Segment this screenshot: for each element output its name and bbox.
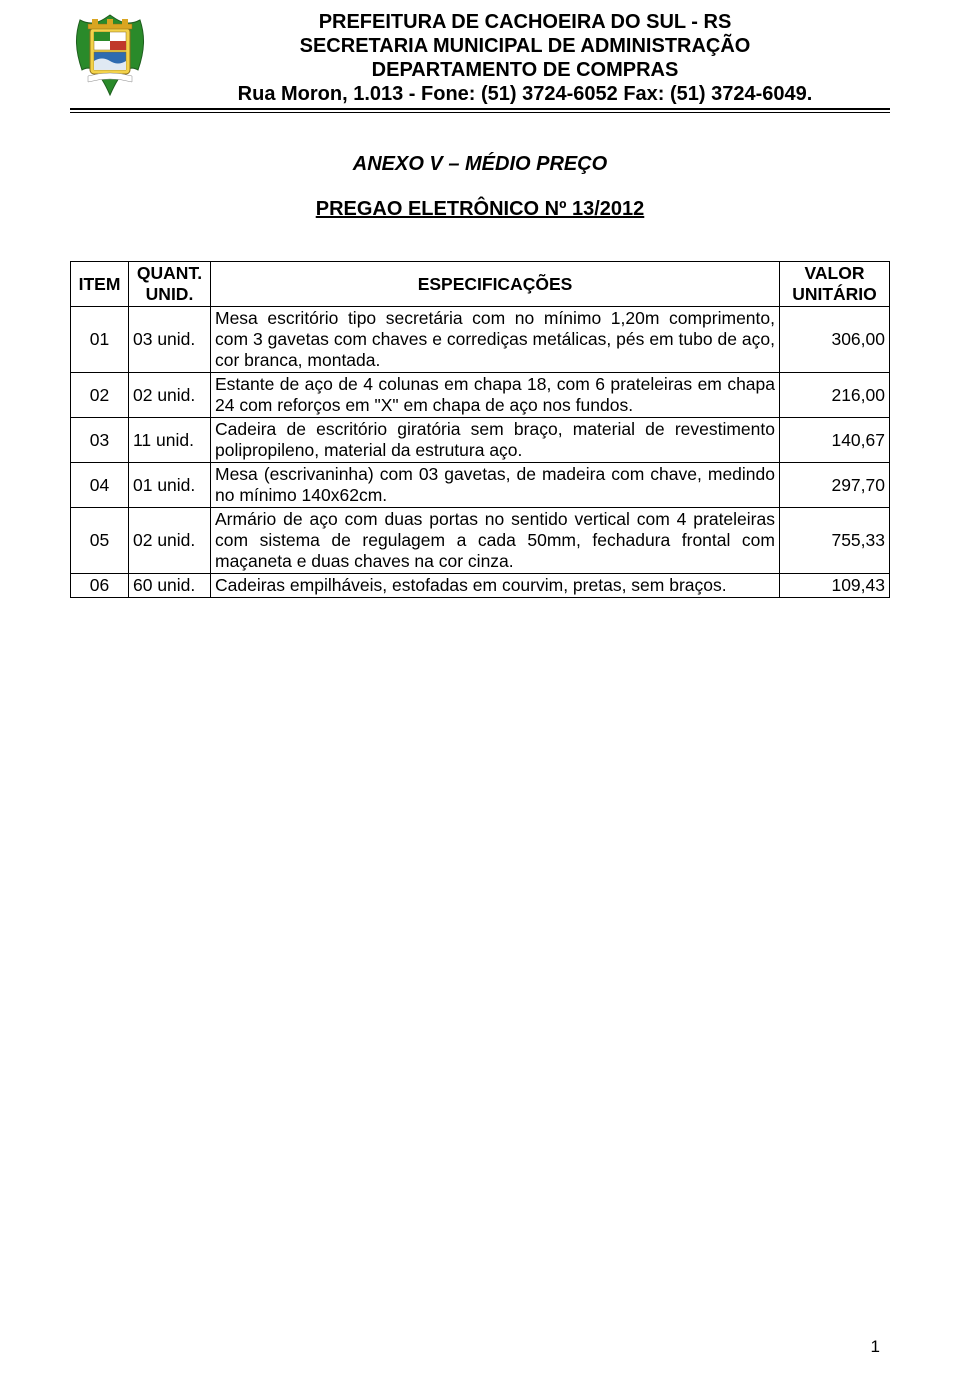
table-row: 05 02 unid. Armário de aço com duas port… <box>71 508 890 574</box>
anexo-title: ANEXO V – MÉDIO PREÇO <box>70 153 890 176</box>
header-divider-thick <box>70 108 890 110</box>
table-row: 01 03 unid. Mesa escritório tipo secretá… <box>71 307 890 373</box>
cell-esp: Armário de aço com duas portas no sentid… <box>211 508 780 574</box>
cell-item: 01 <box>71 307 129 373</box>
header-line-3: DEPARTAMENTO DE COMPRAS <box>160 58 890 82</box>
header-divider-thin <box>70 112 890 113</box>
header-line-2: SECRETARIA MUNICIPAL DE ADMINISTRAÇÃO <box>160 34 890 58</box>
pregao-title: PREGAO ELETRÔNICO Nº 13/2012 <box>70 198 890 221</box>
cell-esp: Estante de aço de 4 colunas em chapa 18,… <box>211 373 780 418</box>
cell-quant: 03 unid. <box>129 307 211 373</box>
cell-valor: 109,43 <box>780 574 890 598</box>
header-quant: QUANT. UNID. <box>129 262 211 307</box>
cell-item: 02 <box>71 373 129 418</box>
cell-quant: 02 unid. <box>129 508 211 574</box>
header-item: ITEM <box>71 262 129 307</box>
municipal-crest-icon <box>70 10 150 100</box>
header-valor: VALOR UNITÁRIO <box>780 262 890 307</box>
specifications-table: ITEM QUANT. UNID. ESPECIFICAÇÕES VALOR U… <box>70 261 890 598</box>
cell-item: 06 <box>71 574 129 598</box>
table-row: 06 60 unid. Cadeiras empilháveis, estofa… <box>71 574 890 598</box>
header-text-block: PREFEITURA DE CACHOEIRA DO SUL - RS SECR… <box>160 10 890 106</box>
cell-item: 04 <box>71 463 129 508</box>
cell-quant: 11 unid. <box>129 418 211 463</box>
cell-esp: Cadeiras empilháveis, estofadas em courv… <box>211 574 780 598</box>
cell-valor: 216,00 <box>780 373 890 418</box>
cell-valor: 755,33 <box>780 508 890 574</box>
cell-esp: Mesa escritório tipo secretária com no m… <box>211 307 780 373</box>
header-esp: ESPECIFICAÇÕES <box>211 262 780 307</box>
header-line-4: Rua Moron, 1.013 - Fone: (51) 3724-6052 … <box>160 82 890 106</box>
cell-item: 03 <box>71 418 129 463</box>
header-line-1: PREFEITURA DE CACHOEIRA DO SUL - RS <box>160 10 890 34</box>
cell-valor: 306,00 <box>780 307 890 373</box>
cell-esp: Mesa (escrivaninha) com 03 gavetas, de m… <box>211 463 780 508</box>
table-row: 04 01 unid. Mesa (escrivaninha) com 03 g… <box>71 463 890 508</box>
table-header-row: ITEM QUANT. UNID. ESPECIFICAÇÕES VALOR U… <box>71 262 890 307</box>
document-header: PREFEITURA DE CACHOEIRA DO SUL - RS SECR… <box>70 10 890 106</box>
page-number: 1 <box>871 1337 880 1357</box>
cell-item: 05 <box>71 508 129 574</box>
cell-valor: 140,67 <box>780 418 890 463</box>
table-row: 02 02 unid. Estante de aço de 4 colunas … <box>71 373 890 418</box>
cell-quant: 02 unid. <box>129 373 211 418</box>
cell-esp: Cadeira de escritório giratória sem braç… <box>211 418 780 463</box>
cell-valor: 297,70 <box>780 463 890 508</box>
cell-quant: 60 unid. <box>129 574 211 598</box>
table-row: 03 11 unid. Cadeira de escritório girató… <box>71 418 890 463</box>
cell-quant: 01 unid. <box>129 463 211 508</box>
